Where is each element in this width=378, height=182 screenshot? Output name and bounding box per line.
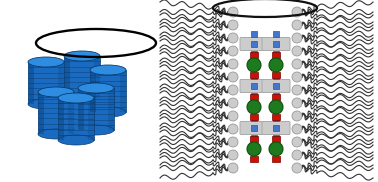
Ellipse shape [64, 93, 100, 103]
FancyBboxPatch shape [262, 37, 290, 50]
Polygon shape [90, 70, 96, 112]
Bar [251, 51, 257, 57]
Bar [272, 52, 280, 58]
Ellipse shape [38, 129, 74, 139]
Bar [272, 136, 280, 142]
FancyBboxPatch shape [240, 80, 268, 92]
Circle shape [292, 124, 302, 134]
Circle shape [292, 46, 302, 56]
Bar [251, 41, 257, 47]
Circle shape [247, 100, 261, 114]
Circle shape [292, 59, 302, 69]
Circle shape [247, 58, 261, 72]
Polygon shape [78, 88, 114, 130]
Circle shape [269, 142, 283, 156]
FancyBboxPatch shape [240, 122, 268, 134]
Polygon shape [58, 62, 64, 104]
Circle shape [228, 85, 238, 95]
Circle shape [228, 7, 238, 17]
Circle shape [269, 58, 283, 72]
Ellipse shape [90, 107, 126, 117]
Bar [273, 83, 279, 89]
Bar [273, 51, 279, 57]
Bar [273, 73, 279, 79]
Circle shape [247, 142, 261, 156]
Circle shape [228, 124, 238, 134]
Ellipse shape [58, 93, 94, 103]
Circle shape [292, 72, 302, 82]
Circle shape [292, 33, 302, 43]
Polygon shape [88, 98, 94, 140]
Bar [251, 31, 257, 37]
Circle shape [292, 111, 302, 121]
Circle shape [228, 33, 238, 43]
Circle shape [292, 163, 302, 173]
Circle shape [228, 98, 238, 108]
Bar [251, 93, 257, 99]
FancyBboxPatch shape [262, 122, 290, 134]
Polygon shape [38, 92, 74, 134]
Polygon shape [28, 62, 64, 104]
Bar [273, 93, 279, 99]
Bar [251, 115, 257, 121]
Polygon shape [108, 88, 114, 130]
Polygon shape [58, 98, 94, 140]
Ellipse shape [78, 83, 114, 93]
Circle shape [228, 163, 238, 173]
Ellipse shape [28, 57, 64, 67]
Circle shape [228, 59, 238, 69]
Circle shape [292, 20, 302, 30]
Polygon shape [64, 56, 100, 98]
Bar [250, 136, 258, 142]
Circle shape [228, 111, 238, 121]
Circle shape [292, 98, 302, 108]
Bar [273, 41, 279, 47]
Bar [251, 135, 257, 141]
Polygon shape [64, 56, 70, 98]
Bar [251, 73, 257, 79]
Bar [250, 156, 258, 162]
Circle shape [292, 150, 302, 160]
Bar [273, 31, 279, 37]
Bar [272, 72, 280, 78]
Circle shape [228, 137, 238, 147]
Circle shape [292, 137, 302, 147]
Bar [250, 114, 258, 120]
Polygon shape [38, 92, 44, 134]
FancyBboxPatch shape [262, 80, 290, 92]
Ellipse shape [64, 51, 100, 61]
Ellipse shape [90, 65, 126, 75]
Bar [273, 125, 279, 131]
Bar [251, 125, 257, 131]
Ellipse shape [58, 135, 94, 145]
Polygon shape [90, 70, 126, 112]
Ellipse shape [78, 125, 114, 135]
Ellipse shape [28, 99, 64, 109]
Bar [251, 83, 257, 89]
Bar [250, 72, 258, 78]
FancyBboxPatch shape [240, 37, 268, 50]
Bar [250, 52, 258, 58]
Polygon shape [28, 62, 34, 104]
Bar [272, 114, 280, 120]
Bar [250, 94, 258, 100]
Polygon shape [68, 92, 74, 134]
Circle shape [228, 150, 238, 160]
Polygon shape [58, 98, 64, 140]
Circle shape [292, 85, 302, 95]
Polygon shape [78, 88, 84, 130]
Circle shape [228, 20, 238, 30]
Circle shape [228, 46, 238, 56]
Bar [272, 156, 280, 162]
Circle shape [228, 72, 238, 82]
Bar [273, 135, 279, 141]
Ellipse shape [38, 87, 74, 97]
Circle shape [292, 7, 302, 17]
Bar [272, 94, 280, 100]
Circle shape [269, 100, 283, 114]
Bar [273, 115, 279, 121]
Polygon shape [94, 56, 100, 98]
Polygon shape [120, 70, 126, 112]
